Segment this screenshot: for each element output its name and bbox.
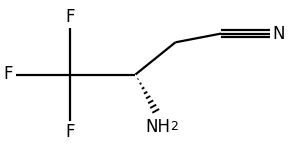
Text: 2: 2 bbox=[170, 120, 178, 133]
Text: F: F bbox=[65, 8, 74, 26]
Text: F: F bbox=[65, 123, 74, 141]
Text: N: N bbox=[272, 25, 285, 43]
Text: F: F bbox=[3, 66, 13, 83]
Text: NH: NH bbox=[146, 118, 171, 136]
